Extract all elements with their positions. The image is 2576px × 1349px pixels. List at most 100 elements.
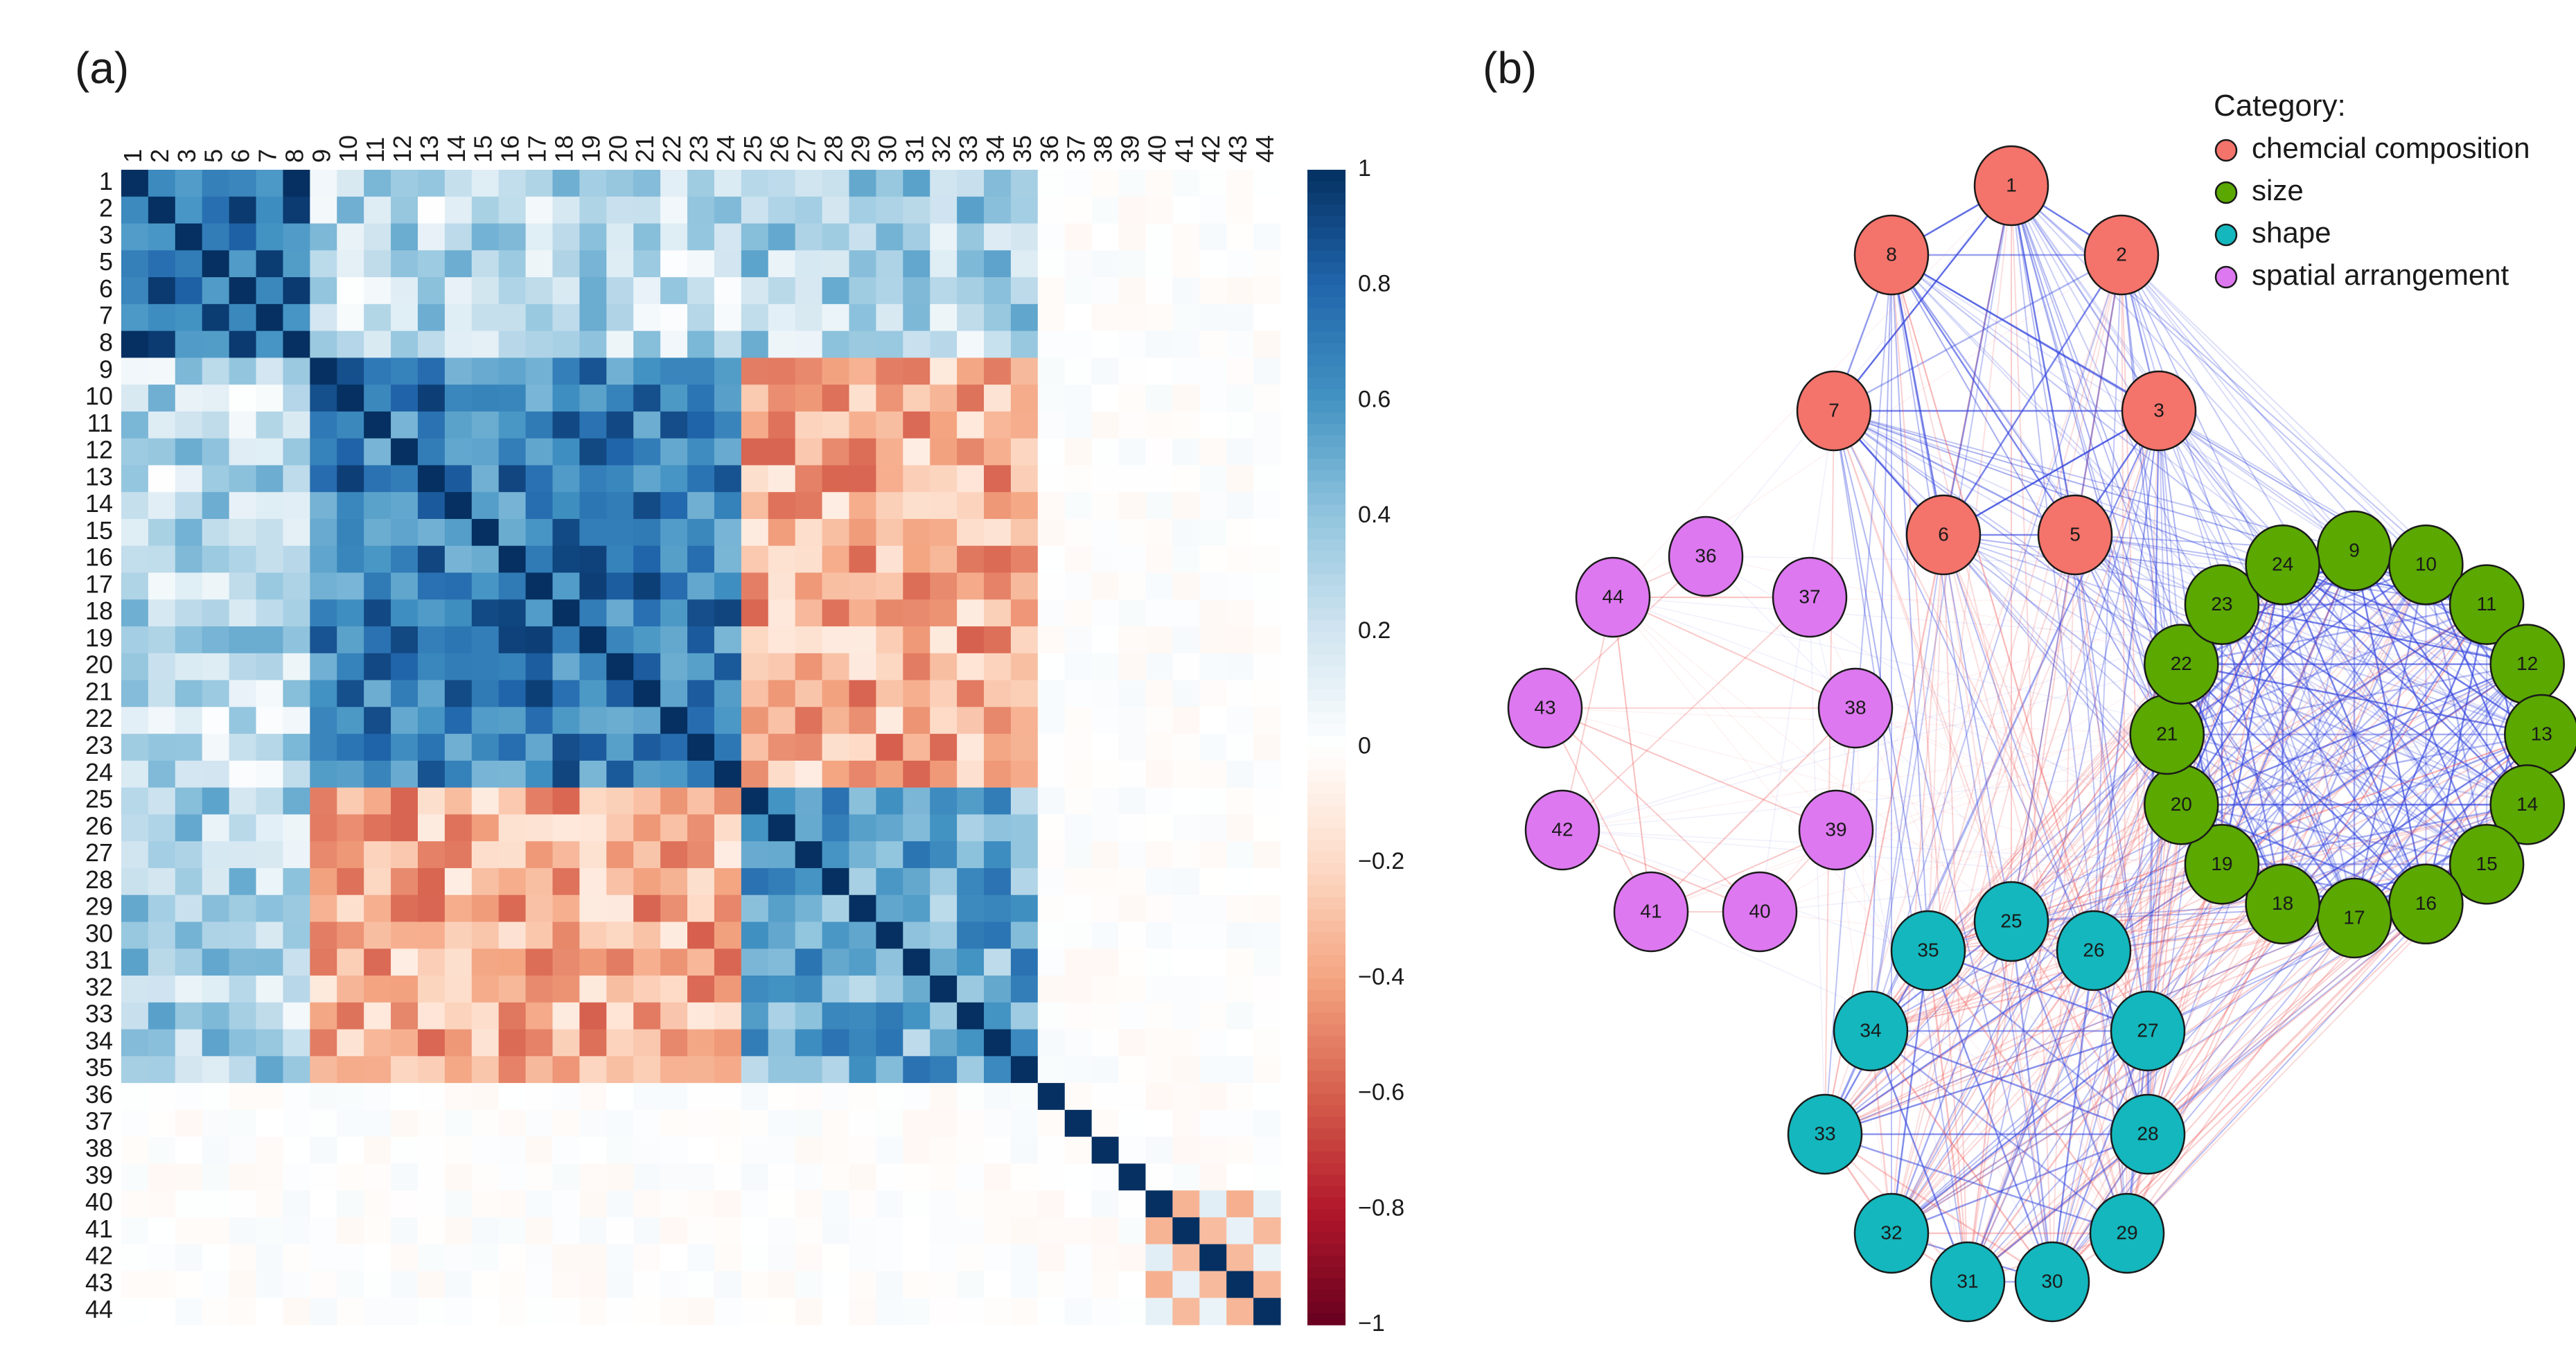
- heatmap-cell: [283, 1109, 310, 1138]
- heatmap-cell: [822, 170, 850, 197]
- heatmap-y-label: 14: [85, 489, 113, 518]
- heatmap-cell: [417, 385, 445, 412]
- colorbar-segment: [1307, 181, 1346, 194]
- heatmap-cell: [1199, 976, 1227, 1003]
- heatmap-cell: [444, 223, 473, 251]
- heatmap-cell: [310, 518, 337, 547]
- heatmap-cell: [984, 707, 1012, 734]
- heatmap-y-tick-labels: 1235678910111213141516171819202122232425…: [85, 167, 113, 1323]
- heatmap-cell: [984, 572, 1012, 600]
- heatmap-cell: [175, 223, 203, 251]
- heatmap-cell: [660, 1163, 688, 1191]
- heatmap-cell: [310, 492, 337, 520]
- heatmap-y-label: 27: [85, 838, 113, 867]
- heatmap-y-label: 6: [99, 274, 113, 303]
- heatmap-cell: [795, 1136, 823, 1164]
- heatmap-cell: [1064, 545, 1093, 574]
- heatmap-cell: [1091, 599, 1120, 627]
- heatmap-cell: [957, 760, 985, 788]
- network-edge: [1759, 804, 2182, 912]
- heatmap-cell: [283, 680, 310, 707]
- heatmap-cell: [1199, 465, 1227, 493]
- heatmap-cell: [1199, 922, 1227, 949]
- heatmap-cell: [714, 1271, 742, 1298]
- heatmap-cell: [876, 894, 903, 923]
- heatmap-cell: [525, 196, 554, 224]
- heatmap-cell: [552, 734, 581, 761]
- network-edge: [1927, 734, 2168, 951]
- network-edge: [1891, 254, 2284, 565]
- heatmap-y-label: 13: [85, 462, 113, 491]
- heatmap-cell: [1172, 1163, 1200, 1191]
- heatmap-cell: [903, 976, 930, 1003]
- heatmap-cell: [229, 277, 257, 305]
- heatmap-cell: [768, 680, 796, 707]
- heatmap-cell: [498, 867, 527, 896]
- heatmap-cell: [256, 949, 284, 976]
- heatmap-cell: [1172, 1298, 1200, 1325]
- network-edge: [2221, 603, 2427, 905]
- heatmap-cell: [310, 653, 337, 681]
- colorbar-segment: [1307, 897, 1346, 910]
- network-node: 9: [2316, 510, 2392, 592]
- heatmap-cell: [1172, 250, 1200, 278]
- network-edge: [2011, 185, 2182, 664]
- heatmap-cell: [1145, 438, 1173, 466]
- heatmap-cell: [175, 626, 203, 654]
- heatmap-cell: [229, 1056, 257, 1084]
- network-edge: [1612, 597, 1652, 912]
- heatmap-cell: [498, 1109, 527, 1138]
- network-edge: [2051, 950, 2095, 1282]
- heatmap-cell: [795, 1056, 823, 1084]
- heatmap-cell: [957, 277, 985, 305]
- network-edge: [2074, 534, 2528, 806]
- heatmap-cell: [687, 545, 715, 574]
- heatmap-cell: [930, 653, 958, 681]
- heatmap-cell: [391, 867, 418, 896]
- heatmap-cell: [1064, 223, 1093, 251]
- heatmap-cell: [1010, 1029, 1039, 1057]
- heatmap-cell: [1145, 572, 1173, 600]
- heatmap-cell: [1037, 1190, 1066, 1218]
- heatmap-cell: [444, 1029, 473, 1057]
- heatmap-cell: [1145, 1109, 1173, 1138]
- heatmap-cell: [525, 867, 554, 896]
- heatmap-cell: [175, 330, 203, 358]
- colorbar-segment: [1307, 828, 1346, 840]
- heatmap-cell: [391, 196, 418, 224]
- heatmap-cell: [741, 518, 769, 547]
- network-edge: [1824, 663, 2528, 1135]
- heatmap-cell: [364, 787, 391, 815]
- heatmap-cell: [121, 358, 149, 385]
- heatmap-cell: [552, 922, 581, 949]
- heatmap-y-label: 28: [85, 865, 113, 894]
- heatmap-cell: [310, 949, 337, 976]
- heatmap-cell: [310, 1136, 337, 1164]
- heatmap-cell: [768, 1271, 796, 1298]
- heatmap-cell: [1226, 1217, 1254, 1245]
- heatmap-cell: [849, 894, 876, 923]
- heatmap-cell: [903, 223, 930, 251]
- heatmap-cell: [903, 922, 930, 949]
- heatmap-cell: [552, 492, 581, 520]
- heatmap-cell: [1037, 277, 1066, 305]
- heatmap-cell: [930, 1029, 958, 1057]
- heatmap-cell: [1253, 949, 1281, 976]
- heatmap-cell: [121, 1244, 149, 1272]
- heatmap-cell: [795, 1271, 823, 1298]
- heatmap-cell: [1118, 1298, 1147, 1325]
- heatmap-cell: [768, 787, 796, 815]
- heatmap-cell: [768, 385, 796, 412]
- heatmap-cell: [148, 922, 176, 949]
- heatmap-cell: [1172, 465, 1200, 493]
- heatmap-cell: [714, 760, 742, 788]
- heatmap-cell: [229, 680, 257, 707]
- heatmap-cell: [1091, 1271, 1120, 1298]
- heatmap-cell: [579, 411, 607, 439]
- heatmap-cell: [741, 277, 769, 305]
- network-node-label: 41: [1640, 900, 1661, 922]
- heatmap-cell: [1226, 438, 1254, 466]
- network-edge: [1927, 804, 2182, 951]
- heatmap-cell: [687, 976, 715, 1003]
- heatmap-cell: [1010, 707, 1039, 734]
